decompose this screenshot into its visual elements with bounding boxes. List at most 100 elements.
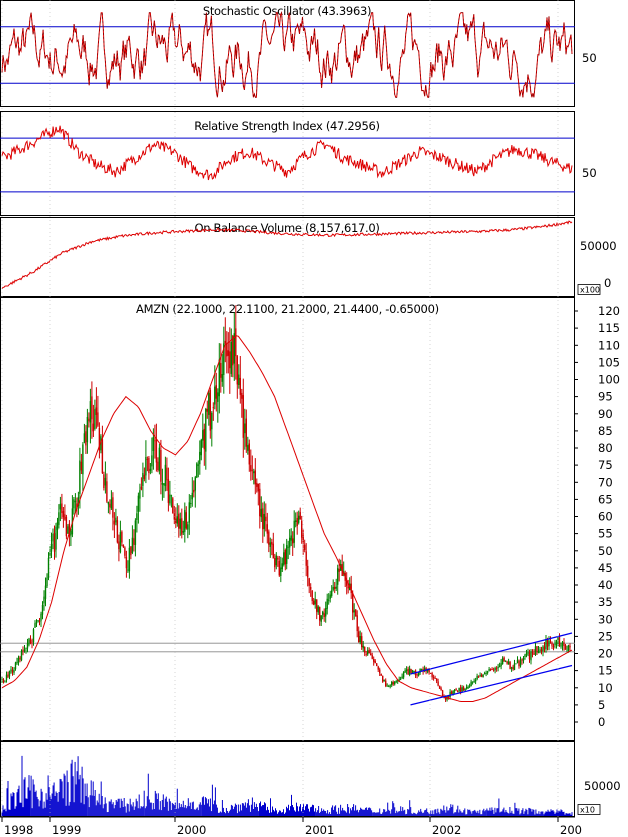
candle-body	[209, 389, 211, 431]
moving-average-line	[1, 335, 573, 702]
candle-body	[465, 686, 468, 689]
candle-body	[311, 590, 313, 601]
candle-body	[452, 690, 454, 695]
candle-body	[334, 586, 336, 589]
candle-body	[146, 459, 149, 460]
candle-body	[248, 443, 250, 465]
candle-body	[259, 488, 261, 517]
candle-body	[450, 691, 453, 695]
candle-body	[64, 514, 66, 520]
candle-body	[537, 651, 540, 654]
candle-body	[353, 610, 355, 613]
candle-body	[53, 533, 56, 552]
candle-body	[77, 497, 80, 506]
candle-body	[127, 569, 129, 571]
candle-body	[148, 457, 150, 473]
candle-body	[323, 613, 325, 617]
candle-body	[331, 590, 333, 596]
candle-body	[305, 551, 307, 566]
candle-body	[50, 543, 53, 552]
candle-body	[260, 508, 262, 518]
candle-body	[332, 587, 334, 590]
candle-body	[133, 538, 135, 545]
candle-body	[61, 503, 63, 513]
candle-body	[2, 679, 5, 683]
candle-body	[358, 631, 360, 643]
candle-body	[233, 333, 235, 364]
candle-body	[437, 681, 439, 686]
candle-body	[370, 653, 372, 656]
candle-body	[274, 558, 276, 568]
candle-body	[536, 646, 538, 653]
candle-body	[515, 663, 517, 665]
candle-body	[223, 343, 225, 375]
candle-body	[470, 681, 472, 687]
candle-body	[325, 608, 327, 617]
candle-body	[184, 510, 186, 532]
candle-body	[31, 642, 33, 644]
candle-body	[292, 538, 294, 544]
rsi-plot	[0, 125, 575, 193]
candle-body	[434, 678, 436, 679]
candle-body	[65, 516, 68, 537]
candle-body	[458, 687, 460, 692]
candle-body	[512, 666, 514, 669]
price-tick-label-10: 10	[598, 681, 613, 695]
candle-body	[173, 513, 175, 520]
candle-body	[386, 685, 388, 687]
candle-body	[350, 583, 352, 594]
candle-body	[420, 668, 423, 670]
candle-body	[491, 669, 493, 670]
candle-body	[226, 342, 228, 357]
candle-body	[40, 613, 42, 621]
candle-body	[431, 673, 433, 678]
candle-body	[322, 611, 324, 615]
candle-body	[161, 482, 164, 485]
candle-body	[109, 503, 111, 508]
candle-body	[410, 669, 412, 674]
candle-body	[407, 668, 409, 675]
candle-body	[277, 557, 279, 560]
candle-body	[164, 464, 167, 487]
candle-body	[527, 652, 529, 654]
candle-body	[191, 492, 193, 500]
candle-body	[74, 500, 77, 503]
candle-body	[389, 685, 391, 687]
candle-body	[474, 679, 477, 682]
candle-body	[14, 662, 17, 670]
candle-body	[552, 646, 555, 647]
candle-body	[136, 513, 138, 520]
price-tick-label-120: 120	[598, 304, 620, 318]
candle-body	[112, 497, 114, 518]
candle-body	[16, 661, 18, 664]
price-tick-label-65: 65	[598, 492, 613, 506]
rsi-line	[1, 125, 573, 181]
candle-body	[368, 650, 370, 653]
candle-body	[513, 663, 516, 670]
candle-body	[361, 636, 363, 647]
price-tick-label-50: 50	[598, 544, 613, 558]
candle-body	[170, 495, 173, 497]
candle-body	[214, 386, 216, 405]
candle-body	[211, 412, 213, 430]
candle-body	[459, 687, 462, 692]
candle-body	[394, 681, 396, 685]
price-tick-label-25: 25	[598, 629, 613, 643]
candle-body	[461, 687, 463, 692]
candle-body	[347, 586, 349, 589]
candle-body	[275, 555, 277, 566]
candle-body	[522, 657, 525, 661]
candle-body	[290, 535, 292, 541]
candle-body	[95, 407, 98, 415]
candle-body	[444, 697, 447, 700]
candle-body	[266, 524, 268, 534]
obv-tick-0: 0	[604, 276, 611, 290]
candle-body	[172, 498, 174, 514]
candle-body	[480, 674, 483, 677]
stochastic-title: Stochastic Oscillator (43.3963)	[203, 4, 371, 18]
candle-body	[181, 518, 183, 535]
stochastic-tick-50: 50	[582, 51, 597, 65]
candle-body	[501, 658, 504, 664]
candle-body	[115, 517, 117, 523]
